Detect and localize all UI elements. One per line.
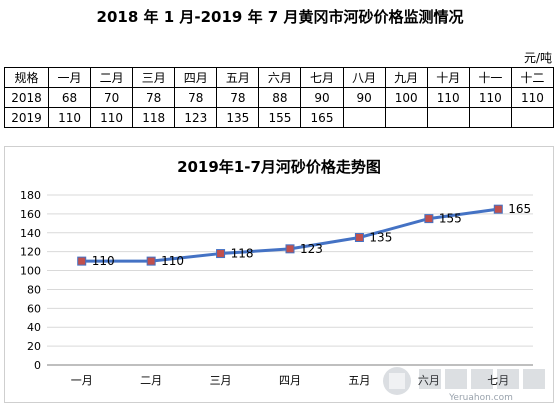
- chart-title: 2019年1-7月河砂价格走势图: [177, 158, 381, 176]
- table-header-cell: 三月: [132, 67, 176, 88]
- table-header-cell: 六月: [258, 67, 302, 88]
- table-cell: [510, 107, 555, 128]
- data-label: 118: [231, 247, 254, 261]
- table-header-cell: 九月: [384, 67, 428, 88]
- data-label: 155: [439, 212, 462, 226]
- table-header-cell: 一月: [47, 67, 92, 88]
- table-cell: 110: [426, 87, 470, 108]
- data-point: [77, 256, 87, 266]
- y-tick-label: 140: [20, 227, 41, 240]
- table-cell: 155: [258, 107, 302, 128]
- data-label: 110: [161, 254, 184, 268]
- table-header-cell: 十一: [468, 67, 512, 88]
- y-tick-label: 40: [27, 321, 41, 334]
- table-cell: 165: [300, 107, 344, 128]
- chart-area: 2019年1-7月河砂价格走势图 0 20 40 60 80 100 120 140 160 18…: [4, 146, 554, 403]
- y-tick-label: 180: [20, 189, 41, 202]
- table-cell: 123: [174, 107, 218, 128]
- data-point: [424, 214, 434, 224]
- y-tick-label: 0: [34, 359, 41, 372]
- data-point: [493, 204, 503, 214]
- table-cell: 135: [216, 107, 260, 128]
- table-cell: 110: [510, 87, 555, 108]
- data-point: [285, 244, 295, 254]
- table-row: 2018 68 70 78 78 78 88 90 90 100 110 110…: [4, 87, 555, 108]
- table-header-cell: 规格: [4, 67, 49, 88]
- table-cell: 78: [132, 87, 176, 108]
- data-label: 123: [300, 242, 323, 256]
- table-cell: 78: [174, 87, 218, 108]
- table-header-cell: 四月: [174, 67, 218, 88]
- price-trend-chart: 2019年1-7月河砂价格走势图 0 20 40 60 80 100 120 140 160 18…: [20, 158, 533, 387]
- data-point: [354, 233, 364, 242]
- table-header-cell: 十月: [426, 67, 470, 88]
- x-tick-label: 三月: [210, 374, 232, 387]
- table-cell: [342, 107, 386, 128]
- table-cell: 2019: [4, 107, 49, 128]
- table-header-cell: 八月: [342, 67, 386, 88]
- page-title: 2018 年 1 月-2019 年 7 月黄冈市河砂价格监测情况: [96, 8, 464, 26]
- data-point: [216, 249, 226, 259]
- y-tick-label: 80: [27, 283, 41, 296]
- table-cell: [426, 107, 470, 128]
- data-label: 135: [369, 231, 392, 245]
- table-header-cell: 二月: [90, 67, 134, 88]
- table-header-row: 规格 一月 二月 三月 四月 五月 六月 七月 八月 九月 十月 十一 十二: [4, 67, 555, 88]
- x-tick-label: 六月: [418, 374, 440, 387]
- table-header-cell: 五月: [216, 67, 260, 88]
- y-tick-label: 20: [27, 340, 41, 353]
- table-header-cell: 七月: [300, 67, 344, 88]
- y-tick-label: 160: [20, 208, 41, 221]
- price-table: 规格 一月 二月 三月 四月 五月 六月 七月 八月 九月 十月 十一 十二 2…: [4, 67, 555, 128]
- unit-label: 元/吨: [523, 51, 552, 65]
- x-tick-label: 五月: [348, 374, 370, 387]
- table-cell: 118: [132, 107, 176, 128]
- table-cell: 70: [90, 87, 134, 108]
- y-tick-label: 60: [27, 302, 41, 315]
- table-header-cell: 十二: [510, 67, 555, 88]
- watermark-blocks: [419, 369, 545, 389]
- y-tick-label: 100: [20, 265, 41, 278]
- data-label: 110: [92, 254, 115, 268]
- table-cell: 2018: [4, 87, 49, 108]
- table-cell: [468, 107, 512, 128]
- table-cell: 110: [90, 107, 134, 128]
- table-cell: 110: [468, 87, 512, 108]
- table-cell: 110: [47, 107, 92, 128]
- y-tick-label: 120: [20, 246, 41, 259]
- table-cell: 100: [384, 87, 428, 108]
- watermark-text: Yeruahon.com: [448, 393, 513, 403]
- x-tick-label: 二月: [140, 374, 162, 387]
- watermark-logo: Yeruahon.com: [383, 367, 545, 403]
- table-row: 2019 110 110 118 123 135 155 165: [4, 107, 555, 128]
- data-point: [146, 256, 156, 266]
- x-tick-label: 一月: [71, 374, 93, 387]
- table-cell: [384, 107, 428, 128]
- x-tick-label: 四月: [279, 374, 301, 387]
- table-cell: 90: [300, 87, 344, 108]
- table-cell: 90: [342, 87, 386, 108]
- x-tick-label: 七月: [487, 374, 509, 387]
- table-cell: 88: [258, 87, 302, 108]
- table-cell: 78: [216, 87, 260, 108]
- data-label: 165: [508, 202, 531, 216]
- watermark-emblem-icon: [383, 367, 411, 395]
- table-cell: 68: [47, 87, 92, 108]
